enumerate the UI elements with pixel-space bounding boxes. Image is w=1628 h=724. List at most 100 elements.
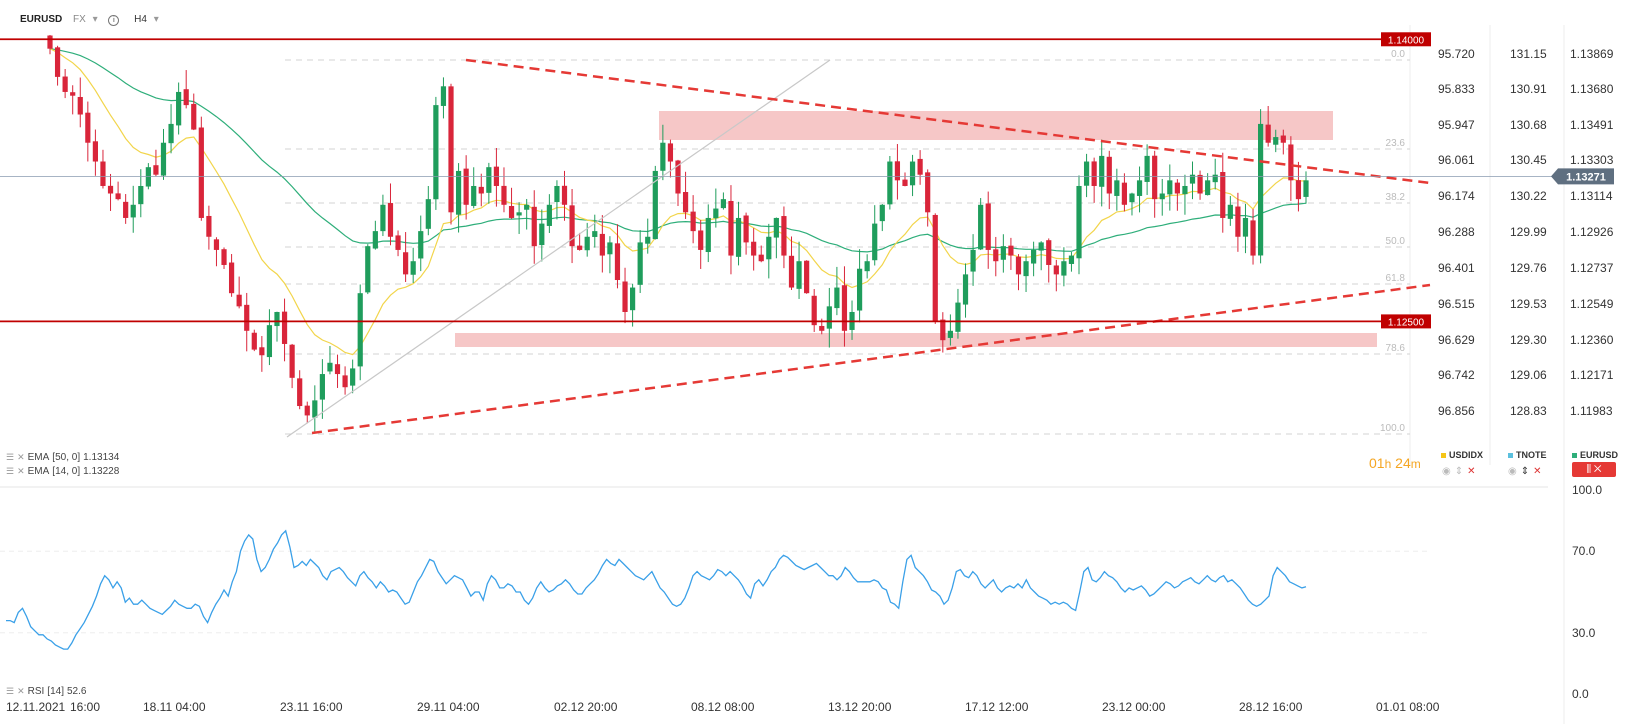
bull-candle [176,82,182,135]
bear-candle [236,276,242,309]
eurusd-active-toggle[interactable]: ⫼ ✕ [1572,462,1616,477]
symbol-label[interactable]: EURUSD [20,14,63,25]
candle-body [221,249,227,265]
tnote-tick: 129.76 [1510,261,1547,275]
fib-label: 38.2 [1386,192,1406,203]
ema14-row[interactable]: ☰ ✕ EMA [14, 0] 1.13228 [6,466,119,477]
settings-icon[interactable]: ☰ [6,452,15,462]
usdidx-tick: 96.061 [1438,153,1475,167]
candle-body [720,199,726,209]
candle-body [244,304,250,331]
candle-body [1076,185,1082,259]
bull-candle [630,283,636,327]
bull-candle [524,198,530,230]
series-key-eurusd[interactable]: EURUSD [1572,450,1618,460]
candle-body [1031,249,1037,264]
close-icon[interactable]: ✕ [17,686,25,696]
bull-candle [357,284,363,381]
series-key-tnote[interactable]: TNOTE [1508,450,1547,460]
bull-candle [872,205,878,266]
bear-candle [47,34,53,55]
settings-icon[interactable]: ☰ [6,686,15,696]
rsi-row[interactable]: ☰ ✕ RSI [14] 52.6 [6,686,86,697]
candle-body [978,204,984,250]
time-tick: 01.01 08:00 [1376,700,1440,714]
time-tick: 13.12 20:00 [828,700,892,714]
candle-body [365,246,371,293]
candle-body [1174,182,1180,194]
candle-body [728,200,734,256]
bull-candle [433,96,439,210]
countdown-m-unit: m [1410,457,1421,471]
countdown-minutes: 24 [1395,455,1411,471]
rsi-panel: 100.0 70.0 30.0 0.0 [0,483,1602,701]
candle-body [1129,193,1135,203]
bear-candle [902,172,908,187]
bull-candle [766,223,772,279]
settings-icon[interactable]: ☰ [6,466,15,476]
candle-body [191,103,197,130]
bull-candle [864,254,870,279]
eurusd-tick: 1.13869 [1570,47,1614,61]
candle-body [1053,265,1059,275]
bear-candle [1235,192,1241,252]
sort-icon[interactable]: ⇕ [1520,466,1530,477]
dropdown-icon[interactable]: ▾ [92,14,98,25]
candle-body [312,400,318,418]
candle-body [781,216,787,256]
candle-body [1220,172,1226,218]
info-icon[interactable]: i [108,15,120,26]
eurusd-tick: 1.12171 [1570,368,1614,382]
bull-candle [1083,153,1090,198]
close-icon[interactable]: ✕ [17,466,25,476]
eye-icon[interactable]: ◉ [1442,466,1451,477]
timeframe-dropdown-icon[interactable]: ▾ [153,14,159,25]
ema-lines [49,48,1307,356]
bull-candle [645,218,651,254]
bull-candle [516,202,522,234]
bear-candle [751,228,757,271]
bear-candle [1106,150,1112,210]
ema50-label: EMA [27,452,50,463]
bear-candle [259,336,265,372]
time-tick: 08.12 08:00 [691,700,755,714]
sort-icon[interactable]: ⇕ [1454,466,1464,477]
tnote-controls[interactable]: ◉ ⇕ ✕ [1508,466,1542,477]
bull-candle [970,234,976,286]
bull-candle [266,309,273,366]
bear-candle [1174,179,1180,211]
rsi-line [6,529,1307,650]
time-tick: 29.11 04:00 [417,700,480,714]
eye-icon[interactable]: ◉ [1508,466,1517,477]
horizontal-levels[interactable]: 1.14000 1.12500 [0,32,1431,329]
bear-candle [191,93,197,131]
fib-label: 50.0 [1386,236,1406,247]
candle-body [319,374,325,400]
descending-trendline [465,58,1431,185]
candle-body [804,260,810,294]
bull-candle [947,314,953,346]
candle-body [266,325,273,358]
candle-body [259,347,265,356]
candle-body [539,223,545,246]
candle-body [478,186,484,194]
timeframe-label[interactable]: H4 [134,14,147,25]
bear-candle [221,247,227,269]
candle-body [1280,135,1286,143]
candle-body [834,287,840,309]
candle-body [1242,217,1249,237]
candle-body [92,141,98,162]
close-icon[interactable]: ✕ [17,452,25,462]
bull-candle [879,204,885,232]
close-icon[interactable]: ✕ [1533,466,1542,477]
close-icon[interactable]: ✕ [1467,466,1476,477]
series-key-usdidx[interactable]: USDIDX [1441,450,1483,460]
bull-candle [1099,139,1105,207]
ema50-row[interactable]: ☰ ✕ EMA [50, 0] 1.13134 [6,452,119,463]
candle-body [433,105,439,200]
usdidx-controls[interactable]: ◉ ⇕ ✕ [1442,466,1476,477]
rsi-tick: 100.0 [1572,483,1602,497]
time-tick: 16:00 [70,700,100,714]
time-tick: 23.12 00:00 [1102,700,1166,714]
